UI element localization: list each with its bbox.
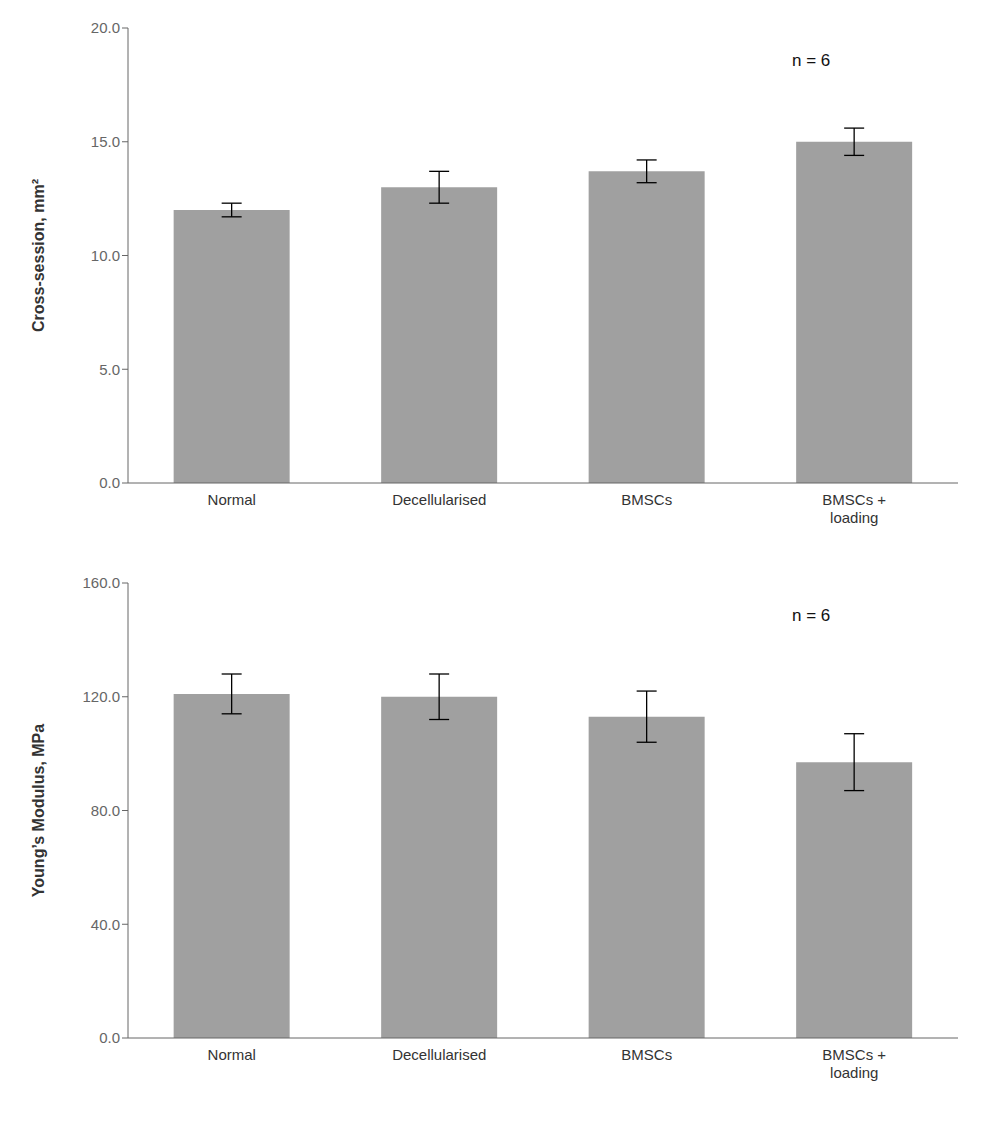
svg-text:BMSCs +loading: BMSCs +loading xyxy=(822,1046,886,1081)
svg-text:Cross-session, mm²: Cross-session, mm² xyxy=(30,179,47,332)
svg-text:80.0: 80.0 xyxy=(91,802,120,819)
svg-text:Young’s Modulus, MPa: Young’s Modulus, MPa xyxy=(30,724,47,897)
svg-text:BMSCs: BMSCs xyxy=(621,491,672,508)
svg-text:40.0: 40.0 xyxy=(91,916,120,933)
svg-text:BMSCs +loading: BMSCs +loading xyxy=(822,491,886,526)
svg-text:Decellularised: Decellularised xyxy=(392,491,486,508)
svg-text:15.0: 15.0 xyxy=(91,133,120,150)
svg-text:Normal: Normal xyxy=(208,491,256,508)
svg-text:160.0: 160.0 xyxy=(82,574,120,591)
svg-text:0.0: 0.0 xyxy=(99,1029,120,1046)
svg-text:0.0: 0.0 xyxy=(99,474,120,491)
svg-text:20.0: 20.0 xyxy=(91,19,120,36)
svg-text:10.0: 10.0 xyxy=(91,247,120,264)
html-text:n = 6: n = 6 xyxy=(792,50,831,70)
svg-text:Decellularised: Decellularised xyxy=(392,1046,486,1063)
html-text:n = 6: n = 6 xyxy=(792,605,831,625)
svg-text:BMSCs: BMSCs xyxy=(621,1046,672,1063)
svg-text:Normal: Normal xyxy=(208,1046,256,1063)
svg-text:5.0: 5.0 xyxy=(99,361,120,378)
svg-text:120.0: 120.0 xyxy=(82,688,120,705)
